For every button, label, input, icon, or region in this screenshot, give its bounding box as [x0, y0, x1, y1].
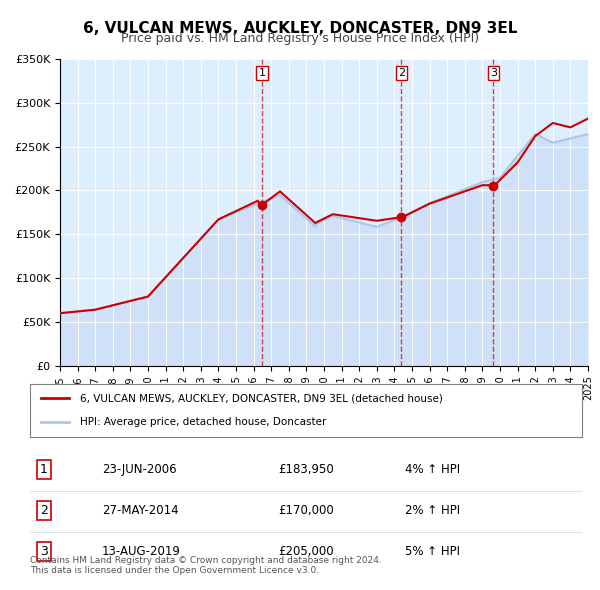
Text: £170,000: £170,000 [278, 504, 334, 517]
Text: 2% ↑ HPI: 2% ↑ HPI [406, 504, 460, 517]
Text: 2: 2 [398, 68, 405, 78]
Text: 5% ↑ HPI: 5% ↑ HPI [406, 545, 460, 558]
Text: 23-JUN-2006: 23-JUN-2006 [102, 463, 176, 476]
Text: 6, VULCAN MEWS, AUCKLEY, DONCASTER, DN9 3EL (detached house): 6, VULCAN MEWS, AUCKLEY, DONCASTER, DN9 … [80, 394, 443, 404]
Text: £183,950: £183,950 [278, 463, 334, 476]
Text: 2: 2 [40, 504, 48, 517]
Text: Contains HM Land Registry data © Crown copyright and database right 2024.
This d: Contains HM Land Registry data © Crown c… [30, 556, 382, 575]
Text: 6, VULCAN MEWS, AUCKLEY, DONCASTER, DN9 3EL: 6, VULCAN MEWS, AUCKLEY, DONCASTER, DN9 … [83, 21, 517, 35]
Text: 27-MAY-2014: 27-MAY-2014 [102, 504, 178, 517]
Text: 1: 1 [40, 463, 48, 476]
Text: £205,000: £205,000 [278, 545, 334, 558]
Text: 3: 3 [490, 68, 497, 78]
Text: 3: 3 [40, 545, 48, 558]
Text: 13-AUG-2019: 13-AUG-2019 [102, 545, 181, 558]
Text: HPI: Average price, detached house, Doncaster: HPI: Average price, detached house, Donc… [80, 417, 326, 427]
Text: 4% ↑ HPI: 4% ↑ HPI [406, 463, 460, 476]
Text: Price paid vs. HM Land Registry's House Price Index (HPI): Price paid vs. HM Land Registry's House … [121, 32, 479, 45]
Text: 1: 1 [259, 68, 265, 78]
